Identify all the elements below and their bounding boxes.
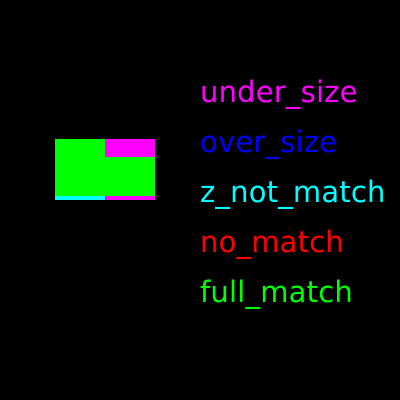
cyan-edge-region <box>55 196 105 200</box>
magenta-corner-region <box>105 139 155 157</box>
test-pattern-block <box>55 139 155 200</box>
legend: under_size over_size z_not_match no_matc… <box>200 74 400 324</box>
legend-item-no-match: no_match <box>200 225 344 259</box>
legend-item-over-size: over_size <box>200 125 338 159</box>
legend-item-under-size: under_size <box>200 75 358 109</box>
magenta-edge-region <box>105 196 155 200</box>
legend-item-z-not-match: z_not_match <box>200 175 386 209</box>
legend-item-full-match: full_match <box>200 275 353 309</box>
